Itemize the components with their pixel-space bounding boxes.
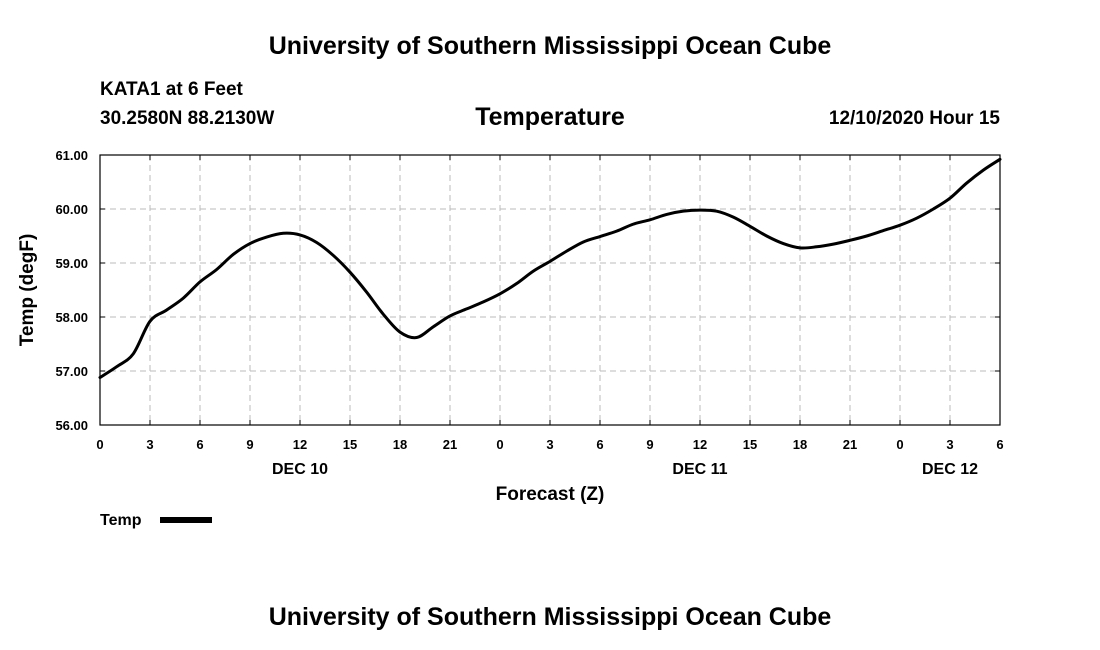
variable-title: Temperature xyxy=(475,103,625,131)
x-tick-label: 6 xyxy=(596,437,603,452)
y-tick-label: 60.00 xyxy=(55,202,88,217)
chart-footer-title: University of Southern Mississippi Ocean… xyxy=(269,603,832,631)
x-tick-label: 9 xyxy=(646,437,653,452)
x-tick-label: 3 xyxy=(146,437,153,452)
x-day-label: DEC 10 xyxy=(272,461,328,478)
x-tick-label: 15 xyxy=(343,437,357,452)
x-tick-label: 0 xyxy=(496,437,503,452)
x-day-label: DEC 11 xyxy=(672,461,727,478)
legend-label: Temp xyxy=(100,512,142,529)
x-tick-label: 12 xyxy=(293,437,307,452)
y-tick-label: 61.00 xyxy=(55,148,88,163)
series-layer xyxy=(98,157,1002,379)
x-tick-label: 6 xyxy=(996,437,1003,452)
y-tick-label: 56.00 xyxy=(55,418,88,433)
x-tick-label: 21 xyxy=(443,437,457,452)
x-tick-label: 0 xyxy=(96,437,103,452)
x-tick-label: 18 xyxy=(793,437,807,452)
x-tick-label: 3 xyxy=(546,437,553,452)
x-tick-label: 15 xyxy=(743,437,757,452)
x-tick-label: 18 xyxy=(393,437,407,452)
series-line-temp xyxy=(98,157,1002,379)
station-location: 30.2580N 88.2130W xyxy=(100,108,274,129)
x-tick-label: 3 xyxy=(946,437,953,452)
x-tick-label: 6 xyxy=(196,437,203,452)
station-label: KATA1 at 6 Feet xyxy=(100,79,244,100)
x-day-label: DEC 12 xyxy=(922,461,978,478)
y-tick-label: 58.00 xyxy=(55,310,88,325)
axis-ticks xyxy=(99,154,1001,426)
grid-lines xyxy=(100,155,1000,425)
forecast-datetime: 12/10/2020 Hour 15 xyxy=(829,108,1001,129)
x-tick-label: 12 xyxy=(693,437,707,452)
x-axis-label: Forecast (Z) xyxy=(496,484,605,505)
axis-tick-labels: 56.00 57.00 58.00 59.00 60.00 61.00 0 3 6 9 12 15 18… xyxy=(55,148,1003,478)
x-tick-label: 21 xyxy=(843,437,857,452)
legend-line-swatch xyxy=(160,517,212,523)
y-axis-label: Temp (degF) xyxy=(17,234,38,347)
y-tick-label: 59.00 xyxy=(55,256,88,271)
x-tick-label: 0 xyxy=(896,437,903,452)
chart-main-title: University of Southern Mississippi Ocean… xyxy=(269,32,832,60)
y-tick-label: 57.00 xyxy=(55,364,88,379)
x-tick-label: 9 xyxy=(246,437,253,452)
